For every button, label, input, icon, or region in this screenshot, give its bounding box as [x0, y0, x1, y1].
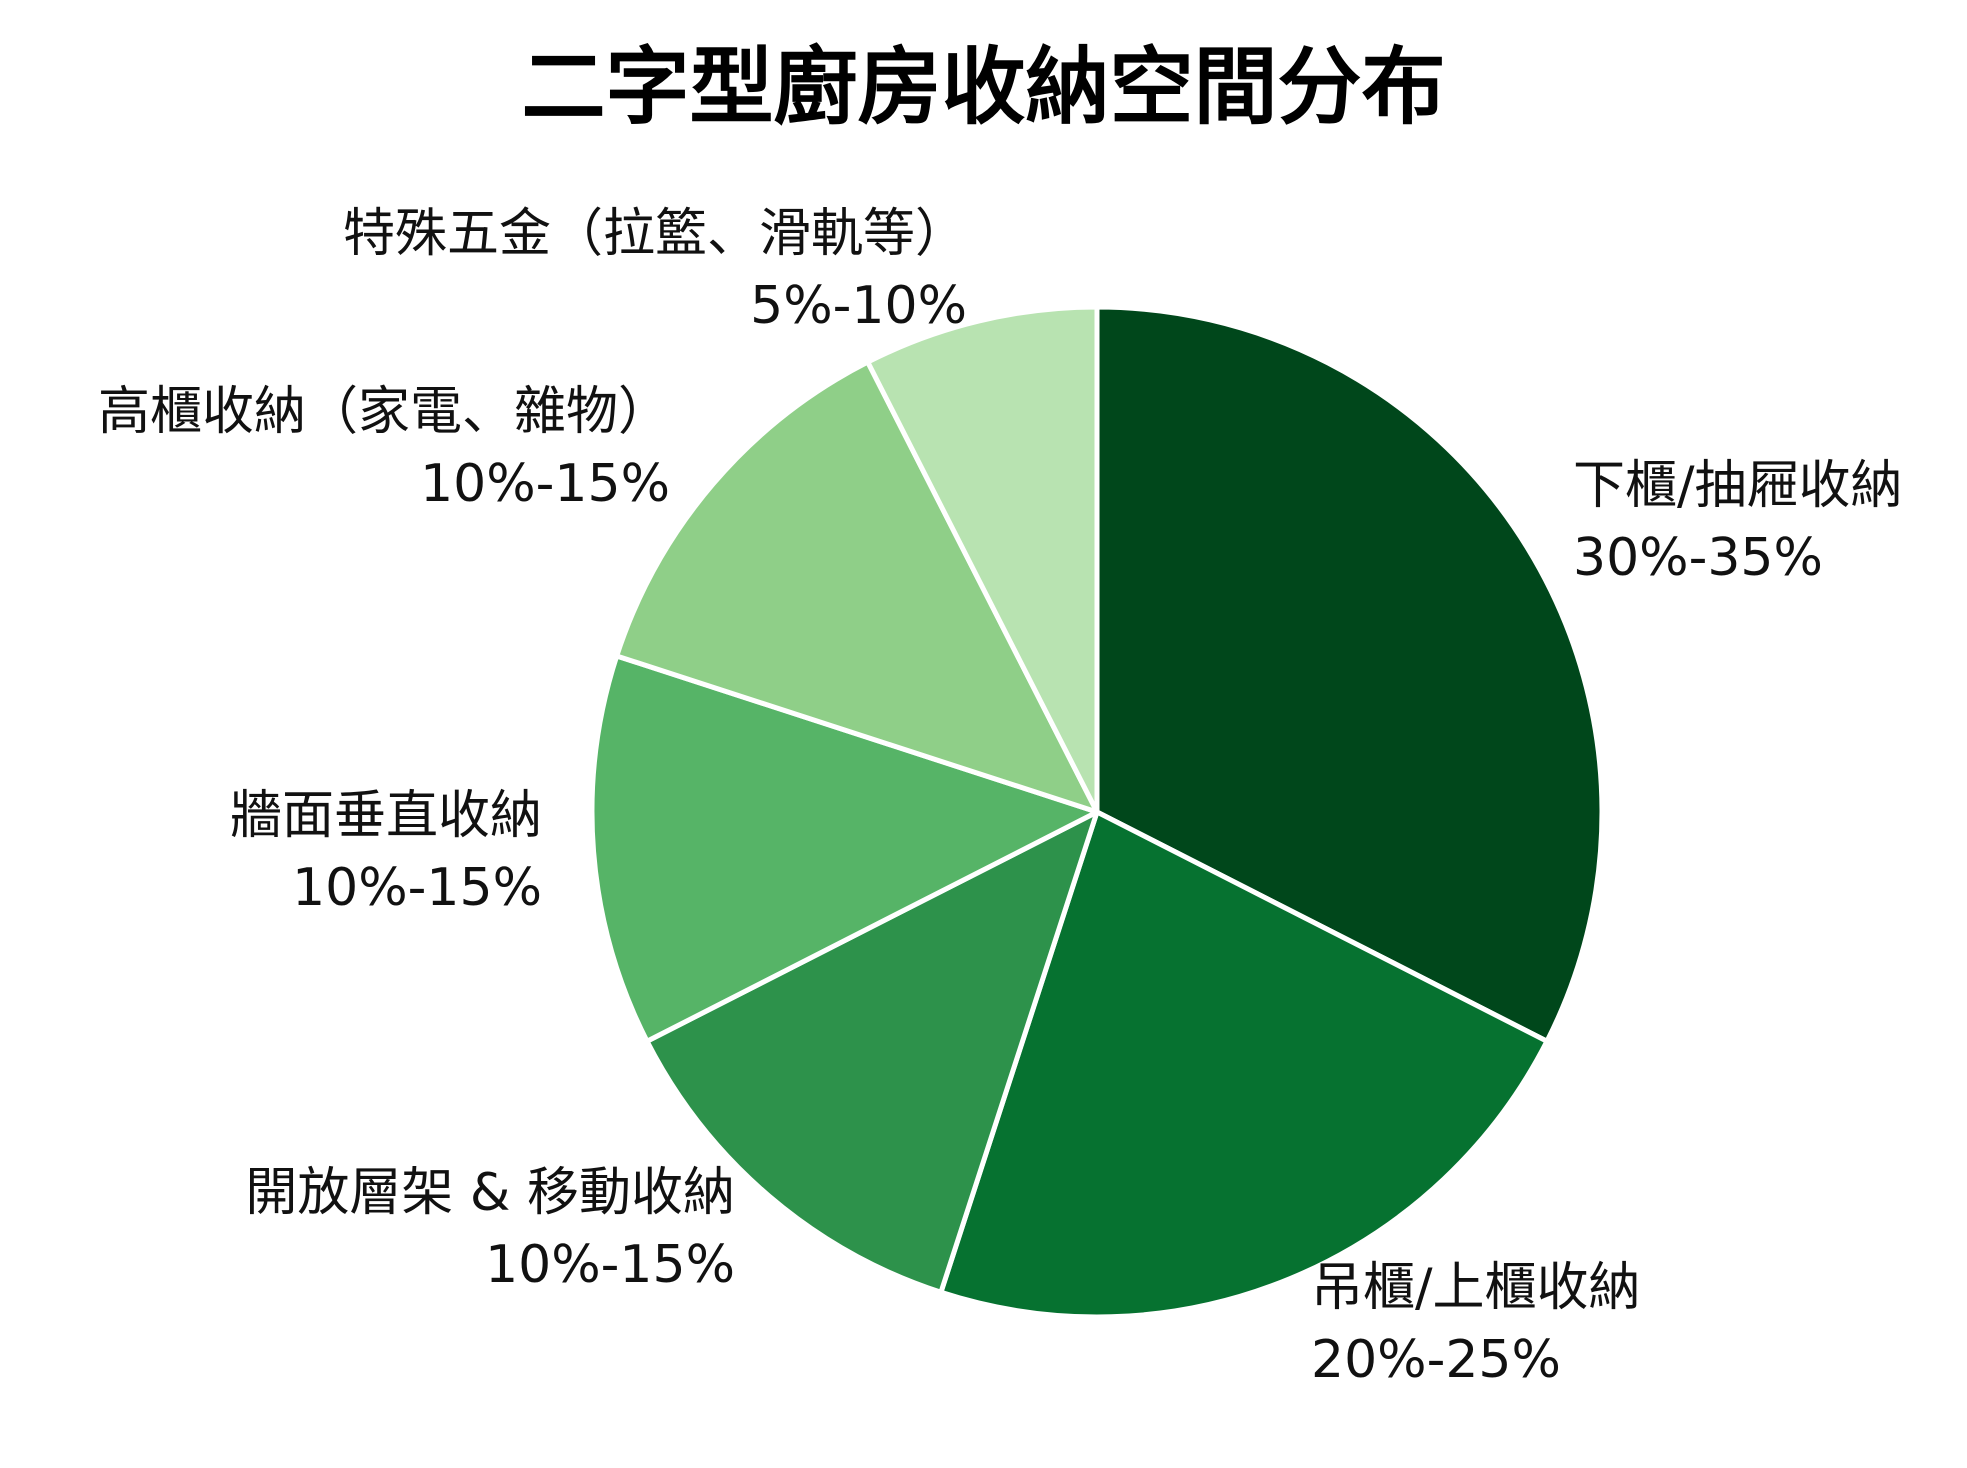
slice-label-open-shelf: 開放層架 & 移動收納 10%-15%	[245, 1157, 735, 1301]
pie-slice-wall-cabinet	[938, 809, 1550, 1320]
slice-label-special-hardware-name: 特殊五金（拉籃、滑軌等）	[342, 204, 967, 264]
pie-slice-open-shelf	[644, 809, 1100, 1295]
slice-label-tall-cabinet-name: 高櫃收納（家電、雜物）	[97, 382, 670, 442]
pie-slice-wall-vertical	[589, 653, 1100, 1044]
slice-label-wall-cabinet: 吊櫃/上櫃收納 20%-25%	[1311, 1252, 1641, 1396]
slice-label-open-shelf-name: 開放層架 & 移動收納	[245, 1163, 735, 1223]
chart-title: 二字型廚房收納空間分布	[521, 38, 1446, 136]
pie-slice-base-cabinet	[1094, 304, 1605, 1044]
slice-label-open-shelf-range: 10%-15%	[485, 1235, 735, 1295]
slice-label-wall-vertical: 牆面垂直收納 10%-15%	[230, 780, 542, 924]
slice-label-wall-vertical-range: 10%-15%	[292, 858, 542, 918]
slice-label-wall-vertical-name: 牆面垂直收納	[229, 786, 542, 846]
pie-slice-special-hardware	[865, 304, 1100, 815]
slice-label-tall-cabinet-range: 10%-15%	[420, 454, 670, 514]
slice-label-base-cabinet: 下櫃/抽屜收納 30%-35%	[1573, 450, 1903, 594]
slice-label-base-cabinet-range: 30%-35%	[1573, 528, 1823, 588]
slice-label-wall-cabinet-range: 20%-25%	[1311, 1330, 1561, 1390]
slice-label-special-hardware-range: 5%-10%	[750, 276, 967, 336]
pie-slice-tall-cabinet	[614, 359, 1100, 815]
slice-label-wall-cabinet-name: 吊櫃/上櫃收納	[1311, 1258, 1641, 1318]
slice-label-special-hardware: 特殊五金（拉籃、滑軌等） 5%-10%	[343, 198, 967, 342]
slice-label-tall-cabinet: 高櫃收納（家電、雜物） 10%-15%	[98, 376, 670, 520]
slice-label-base-cabinet-name: 下櫃/抽屜收納	[1573, 456, 1903, 516]
